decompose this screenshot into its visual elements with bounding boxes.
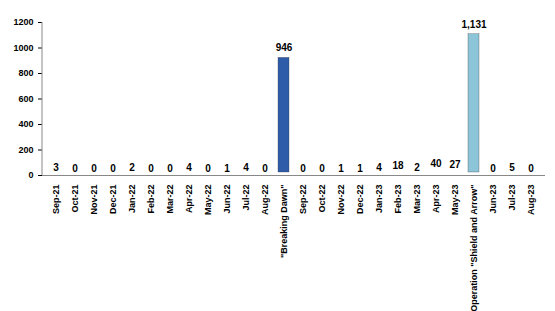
svg-text:1: 1 xyxy=(357,163,363,174)
svg-text:Nov-22: Nov-22 xyxy=(336,185,346,215)
svg-text:200: 200 xyxy=(18,145,33,155)
svg-text:Oct-21: Oct-21 xyxy=(70,185,80,213)
svg-text:Jan-23: Jan-23 xyxy=(374,185,384,214)
svg-text:Mar-23: Mar-23 xyxy=(412,185,422,214)
svg-text:0: 0 xyxy=(167,163,173,174)
svg-text:Feb-23: Feb-23 xyxy=(393,185,403,214)
svg-text:0: 0 xyxy=(205,163,211,174)
svg-text:18: 18 xyxy=(392,160,404,171)
svg-text:Dec-21: Dec-21 xyxy=(108,185,118,215)
svg-text:0: 0 xyxy=(262,163,268,174)
svg-text:Jun-22: Jun-22 xyxy=(222,185,232,214)
svg-text:Jan-22: Jan-22 xyxy=(127,185,137,214)
svg-text:946: 946 xyxy=(276,42,293,53)
svg-text:Oct-22: Oct-22 xyxy=(317,185,327,213)
svg-text:Sep-21: Sep-21 xyxy=(51,185,61,215)
svg-text:0: 0 xyxy=(300,163,306,174)
svg-text:1,131: 1,131 xyxy=(461,18,486,29)
svg-text:4: 4 xyxy=(243,162,249,173)
svg-text:Dec-22: Dec-22 xyxy=(355,185,365,215)
svg-text:4: 4 xyxy=(186,162,192,173)
svg-text:2: 2 xyxy=(414,162,420,173)
svg-text:Aug-22: Aug-22 xyxy=(260,185,270,216)
svg-text:Feb-22: Feb-22 xyxy=(146,185,156,214)
svg-text:0: 0 xyxy=(28,170,33,180)
svg-text:Jun-23: Jun-23 xyxy=(488,185,498,214)
svg-text:Jul-23: Jul-23 xyxy=(507,185,517,211)
svg-text:Jul-22: Jul-22 xyxy=(241,185,251,211)
svg-text:Apr-22: Apr-22 xyxy=(184,185,194,214)
svg-text:600: 600 xyxy=(18,94,33,104)
svg-text:0: 0 xyxy=(148,163,154,174)
svg-text:Sep-22: Sep-22 xyxy=(298,185,308,215)
svg-text:1200: 1200 xyxy=(13,17,33,27)
svg-text:0: 0 xyxy=(528,163,534,174)
svg-text:Apr-23: Apr-23 xyxy=(431,185,441,214)
svg-text:0: 0 xyxy=(72,163,78,174)
svg-text:1: 1 xyxy=(338,163,344,174)
svg-text:0: 0 xyxy=(319,163,325,174)
svg-text:1: 1 xyxy=(224,163,230,174)
svg-text:"Breaking Dawn": "Breaking Dawn" xyxy=(279,185,289,259)
svg-text:Operation "Shield and Arrow": Operation "Shield and Arrow" xyxy=(469,185,479,311)
svg-text:0: 0 xyxy=(490,163,496,174)
svg-text:May-22: May-22 xyxy=(203,185,213,216)
svg-text:400: 400 xyxy=(18,119,33,129)
svg-text:4: 4 xyxy=(376,162,382,173)
svg-text:40: 40 xyxy=(430,158,442,169)
svg-text:Nov-21: Nov-21 xyxy=(89,185,99,215)
svg-text:0: 0 xyxy=(91,163,97,174)
svg-text:2: 2 xyxy=(129,162,135,173)
svg-text:1000: 1000 xyxy=(13,43,33,53)
svg-text:800: 800 xyxy=(18,68,33,78)
svg-text:0: 0 xyxy=(110,163,116,174)
svg-text:3: 3 xyxy=(53,162,59,173)
svg-text:27: 27 xyxy=(449,159,461,170)
svg-text:Mar-22: Mar-22 xyxy=(165,185,175,214)
svg-text:5: 5 xyxy=(509,162,515,173)
svg-text:May-23: May-23 xyxy=(450,185,460,216)
svg-text:Aug-23: Aug-23 xyxy=(526,185,536,216)
